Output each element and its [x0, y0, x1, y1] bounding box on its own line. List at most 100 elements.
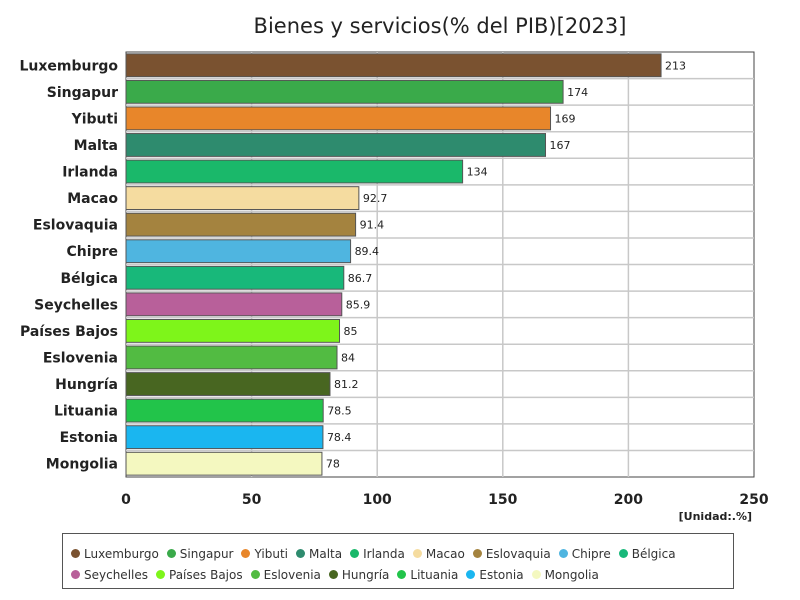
bar-4 [125, 159, 464, 184]
category-label: Macao [67, 191, 118, 207]
legend-swatch [71, 549, 80, 558]
legend-item: Bélgica [618, 543, 676, 564]
value-label: 91.4 [360, 219, 385, 232]
legend-label: Chipre [571, 546, 611, 561]
category-label: Eslovenia [43, 350, 118, 366]
value-label: 85 [344, 325, 358, 338]
legend-swatch [350, 549, 360, 558]
bar-14 [125, 425, 324, 450]
legend-item: Eslovenia [250, 564, 321, 585]
legend-swatch [71, 570, 80, 579]
value-label: 134 [467, 166, 488, 179]
legend-label: Luxemburgo [84, 546, 159, 561]
value-label: 169 [555, 112, 576, 125]
legend-label: Eslovaquia [485, 546, 551, 561]
bar-3 [125, 133, 547, 157]
legend: Luxemburgo Singapur Yibuti Malta Irlanda Maca… [62, 533, 734, 589]
legend-label: Malta [308, 546, 343, 561]
legend-label: Yibuti [254, 546, 288, 561]
category-label: Bélgica [60, 271, 118, 287]
legend-swatch [156, 570, 165, 579]
category-label: Yibuti [71, 111, 118, 127]
bar-10 [125, 318, 341, 343]
value-label: 213 [665, 59, 686, 72]
bar-6 [125, 212, 357, 237]
legend-item: Estonia [466, 564, 524, 585]
x-tick-label: 100 [363, 492, 392, 508]
legend-item: Mongolia [531, 564, 599, 585]
legend-label: Eslovenia [263, 567, 321, 582]
value-label: 84 [341, 351, 355, 364]
bar-1 [125, 79, 564, 104]
legend-label: Lituania [410, 567, 459, 582]
legend-swatch [241, 549, 251, 558]
category-label: Mongolia [46, 457, 118, 473]
category-label: Chipre [67, 244, 118, 260]
legend-swatch [531, 570, 541, 579]
category-label: Lituania [54, 404, 118, 420]
category-label: Irlanda [62, 165, 118, 181]
bar-2 [125, 106, 552, 131]
legend-item: Lituania [397, 564, 458, 585]
legend-label: Macao [425, 546, 465, 561]
legend-label: Bélgica [631, 546, 676, 561]
legend-swatch [472, 549, 482, 558]
category-label: Eslovaquia [33, 218, 118, 234]
x-tick-label: 250 [739, 492, 768, 508]
bar-12 [125, 372, 331, 396]
legend-swatch [412, 549, 422, 558]
legend-item: Eslovaquia [472, 543, 551, 564]
value-label: 92.7 [363, 192, 388, 205]
legend-item: Hungría [328, 564, 390, 585]
legend-label: Hungría [341, 567, 390, 582]
legend-swatch [166, 549, 176, 558]
bar-0 [125, 53, 662, 78]
legend-item: Macao [412, 543, 465, 564]
bar-5 [125, 186, 360, 211]
legend-label: Irlanda [363, 546, 405, 561]
value-label: 86.7 [348, 272, 373, 285]
legend-label: Seychelles [84, 567, 148, 582]
grid-lines [126, 52, 754, 477]
bars: 213 174 169 167 134 92.7 91.4 89.4 86.7 85.9 85 84 8… [125, 53, 686, 476]
value-label: 174 [567, 86, 588, 99]
category-label: Seychelles [34, 297, 118, 313]
category-label: Hungría [55, 377, 118, 393]
legend-items: Luxemburgo Singapur Yibuti Malta Irlanda Maca… [71, 543, 723, 585]
value-label: 78 [326, 458, 340, 471]
category-label: Países Bajos [20, 324, 118, 340]
bar-13 [125, 398, 324, 423]
x-tick-labels: 0 50 100 150 200 250 [121, 492, 769, 508]
bar-15 [125, 451, 323, 476]
bar-7 [125, 239, 352, 264]
legend-item: Malta [295, 543, 343, 564]
bar-8 [125, 265, 345, 290]
legend-item: Países Bajos [156, 564, 243, 585]
value-label: 81.2 [334, 378, 359, 391]
legend-label: Singapur [179, 546, 234, 561]
legend-label: Mongolia [544, 567, 599, 582]
value-label: 78.4 [327, 431, 352, 444]
legend-item: Luxemburgo [71, 543, 159, 564]
legend-item: Chipre [558, 543, 611, 564]
legend-swatch [558, 549, 568, 558]
legend-swatch [295, 549, 305, 558]
legend-item: Yibuti [241, 543, 288, 564]
category-label: Estonia [60, 430, 118, 446]
legend-label: Países Bajos [169, 567, 243, 582]
x-tick-label: 150 [488, 492, 517, 508]
value-label: 89.4 [355, 245, 380, 258]
legend-swatch [397, 570, 407, 579]
category-label: Luxemburgo [19, 58, 118, 74]
legend-swatch [250, 570, 260, 579]
bar-9 [125, 292, 343, 317]
category-label: Singapur [47, 85, 118, 101]
legend-swatch [466, 570, 476, 579]
bar-11 [125, 345, 338, 370]
legend-item: Seychelles [71, 564, 148, 585]
legend-swatch [618, 549, 628, 558]
value-label: 167 [550, 139, 571, 152]
category-labels: Luxemburgo Singapur Yibuti Malta Irlanda Maca… [19, 58, 118, 472]
legend-label: Estonia [479, 567, 524, 582]
